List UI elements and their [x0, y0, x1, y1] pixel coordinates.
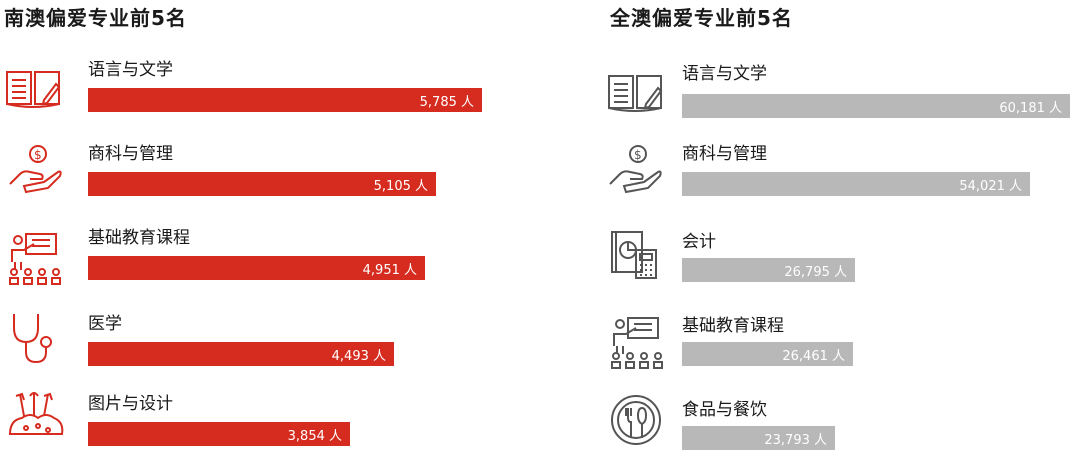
aus-title: 全澳偏爱专业前5名: [610, 6, 793, 30]
sa-label: 商科与管理: [88, 144, 173, 164]
aus-label: 商科与管理: [682, 144, 767, 164]
sa-bar-value: 3,854 人: [287, 428, 342, 444]
hand-coin-icon: $: [609, 145, 662, 194]
aus-panel: 全澳偏爱专业前5名 语言与文学 60,181 人 $ 商科与管理 54,021 …: [600, 0, 1080, 473]
aus-row: 基础教育课程 26,461 人: [600, 316, 1080, 376]
sa-panel: 南澳偏爱专业前5名 语言与文学 5,785 人 $ 商科与管理 5,105 人: [0, 0, 520, 473]
sa-bar-value: 5,105 人: [373, 178, 428, 194]
aus-bar-value: 54,021 人: [959, 178, 1022, 194]
aus-bar: 23,793 人: [682, 426, 835, 450]
aus-bar-value: 23,793 人: [764, 432, 827, 448]
sa-bar-value: 4,951 人: [362, 262, 417, 278]
sa-title: 南澳偏爱专业前5名: [4, 6, 187, 30]
aus-label: 语言与文学: [682, 64, 767, 84]
sa-row: 医学 4,493 人: [0, 314, 520, 374]
sa-label: 医学: [88, 314, 122, 334]
stethoscope-icon: [13, 314, 52, 364]
sa-bar-value: 5,785 人: [419, 94, 474, 110]
book-pen-icon: [6, 71, 61, 108]
aus-bar: 26,795 人: [682, 258, 855, 282]
sa-bar: 4,951 人: [88, 256, 425, 280]
sa-label: 基础教育课程: [88, 228, 190, 248]
aus-bar-value: 26,795 人: [784, 264, 847, 280]
calculator-chart-icon: [611, 231, 657, 279]
sa-label: 图片与设计: [88, 394, 173, 414]
svg-text:$: $: [34, 148, 42, 162]
aus-row: $ 商科与管理 54,021 人: [600, 144, 1080, 204]
aus-bar-value: 60,181 人: [999, 100, 1062, 116]
sa-row: 语言与文学 5,785 人: [0, 60, 520, 120]
aus-bar-value: 26,461 人: [782, 348, 845, 364]
plate-cutlery-icon: [611, 395, 661, 445]
sa-bar: 3,854 人: [88, 422, 350, 446]
book-pen-icon: [608, 75, 663, 112]
aus-bar: 26,461 人: [682, 342, 853, 366]
sa-bar: 5,785 人: [88, 88, 482, 112]
sa-label: 语言与文学: [88, 60, 173, 80]
aus-label: 食品与餐饮: [682, 400, 767, 420]
sa-bar: 5,105 人: [88, 172, 436, 196]
aus-bar: 54,021 人: [682, 172, 1030, 196]
hand-coin-icon: $: [9, 145, 62, 194]
aus-row: 食品与餐饮 23,793 人: [600, 395, 1080, 460]
classroom-teacher-icon: [611, 317, 663, 369]
aus-row: 语言与文学 60,181 人: [600, 64, 1080, 124]
aus-row: 会计 26,795 人: [600, 231, 1080, 292]
svg-text:$: $: [634, 148, 642, 162]
art-supplies-icon: [8, 392, 64, 435]
sa-row: $ 商科与管理 5,105 人: [0, 144, 520, 204]
sa-bar: 4,493 人: [88, 342, 394, 366]
aus-label: 会计: [682, 232, 716, 252]
classroom-teacher-icon: [9, 233, 61, 285]
sa-row: 图片与设计 3,854 人: [0, 392, 520, 454]
sa-bar-value: 4,493 人: [331, 348, 386, 364]
aus-bar: 60,181 人: [682, 94, 1070, 118]
sa-row: 基础教育课程 4,951 人: [0, 228, 520, 288]
aus-label: 基础教育课程: [682, 316, 784, 336]
